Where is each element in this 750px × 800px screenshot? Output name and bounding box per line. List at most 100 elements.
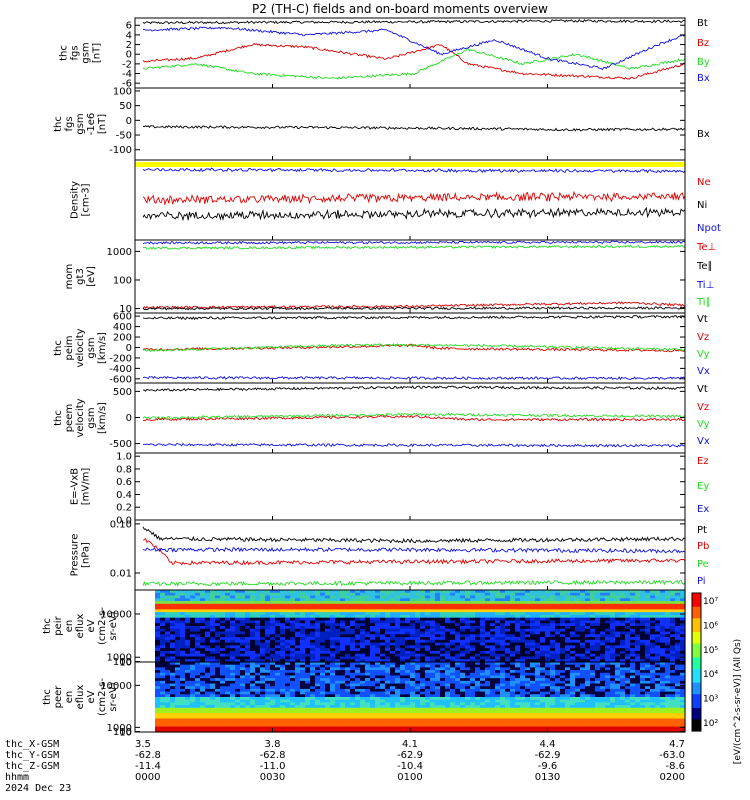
spectrogram-cell (410, 702, 416, 706)
spectrogram-cell (385, 702, 391, 706)
spectrogram-cell (625, 637, 631, 641)
spectrogram-cell (505, 705, 511, 709)
spectrogram-cell (550, 697, 556, 701)
spectrogram-cell (310, 659, 316, 663)
spectrogram-cell (590, 609, 596, 613)
spectrogram-cell (530, 653, 536, 658)
spectrogram-cell (560, 609, 566, 613)
spectrogram-cell (220, 637, 226, 641)
spectrogram-cell (565, 662, 571, 666)
spectrogram-cell (255, 686, 261, 690)
spectrogram-cell (505, 697, 511, 701)
spectrogram-cell (230, 612, 236, 616)
spectrogram-cell (555, 603, 561, 608)
spectrogram-cell (390, 592, 396, 597)
spectrogram-cell (660, 678, 666, 682)
spectrogram-cell (155, 686, 161, 690)
spectrogram-cell (475, 590, 481, 594)
spectrogram-cell (445, 623, 451, 627)
spectrogram-cell (155, 614, 161, 619)
spectrogram-cell (395, 620, 401, 624)
spectrogram-cell (505, 699, 511, 703)
spectrogram-cell (160, 675, 166, 679)
spectrogram-cell (625, 686, 631, 690)
spectrogram-cell (310, 662, 316, 666)
spectrogram-cell (615, 590, 621, 594)
spectrogram-cell (540, 595, 546, 599)
spectrogram-cell (525, 614, 531, 619)
spectrogram-cell (350, 670, 356, 674)
spectrogram-cell (475, 702, 481, 706)
spectrogram-cell (425, 705, 431, 709)
spectrogram-cell (345, 614, 351, 619)
spectrogram-cell (215, 603, 221, 608)
spectrogram-cell (625, 601, 631, 605)
spectrogram-cell (680, 656, 686, 660)
spectrogram-cell (680, 603, 686, 608)
spectrogram-cell (190, 699, 196, 703)
spectrogram-cell (425, 612, 431, 616)
spectrogram-cell (395, 678, 401, 682)
spectrogram-cell (440, 694, 446, 698)
spectrogram-cell (285, 623, 291, 627)
spectrogram-cell (165, 670, 171, 674)
spectrogram-cell (460, 648, 466, 652)
spectrogram-cell (510, 707, 516, 712)
spectrogram-cell (455, 683, 461, 687)
spectrogram-cell (495, 662, 501, 666)
panel-10-ylabel: (cm2-s- (97, 678, 108, 716)
spectrogram-cell (425, 710, 431, 714)
spectrogram-cell (605, 634, 611, 638)
spectrogram-cell (400, 702, 406, 706)
spectrogram-cell (205, 686, 211, 690)
spectrogram-cell (440, 664, 446, 668)
spectrogram-cell (465, 620, 471, 624)
spectrogram-cell (435, 620, 441, 624)
spectrogram-cell (275, 606, 281, 610)
spectrogram-cell (195, 631, 201, 635)
spectrogram-cell (540, 601, 546, 605)
spectrogram-cell (245, 675, 251, 679)
spectrogram-cell (165, 707, 171, 712)
spectrogram-cell (155, 653, 161, 658)
spectrogram-cell (390, 626, 396, 630)
spectrogram-cell (440, 710, 446, 714)
spectrogram-cell (390, 595, 396, 599)
spectrogram-cell (330, 628, 336, 633)
spectrogram-cell (365, 639, 371, 644)
spectrogram-cell (605, 683, 611, 687)
spectrogram-cell (475, 626, 481, 630)
spectrogram-cell (485, 653, 491, 658)
spectrogram-cell (665, 686, 671, 690)
spectrogram-cell (665, 598, 671, 602)
spectrogram-cell (580, 592, 586, 597)
spectrogram-cell (500, 631, 506, 635)
spectrogram-cell (415, 642, 421, 646)
spectrogram-cell (215, 612, 221, 616)
spectrogram-cell (535, 672, 541, 677)
spectrogram-cell (265, 672, 271, 677)
spectrogram-cell (400, 678, 406, 682)
spectrogram-cell (325, 603, 331, 608)
spectrogram-cell (245, 705, 251, 709)
spectrogram-cell (155, 688, 161, 693)
spectrogram-cell (365, 664, 371, 668)
spectrogram-cell (595, 648, 601, 652)
spectrogram-cell (440, 626, 446, 630)
spectrogram-cell (600, 670, 606, 674)
spectrogram-cell (610, 592, 616, 597)
spectrogram-cell (440, 691, 446, 695)
legend-pe: Pe (697, 559, 709, 570)
spectrogram-cell (610, 678, 616, 682)
spectrogram-cell (235, 648, 241, 652)
spectrogram-cell (660, 659, 666, 663)
spectrogram-cell (675, 683, 681, 687)
spectrogram-cell (640, 590, 646, 594)
spectrogram-cell (510, 659, 516, 663)
spectrogram-cell (165, 645, 171, 649)
spectrogram-cell (495, 650, 501, 655)
spectrogram-cell (510, 699, 516, 703)
spectrogram-cell (605, 642, 611, 646)
spectrogram-cell (480, 637, 486, 641)
